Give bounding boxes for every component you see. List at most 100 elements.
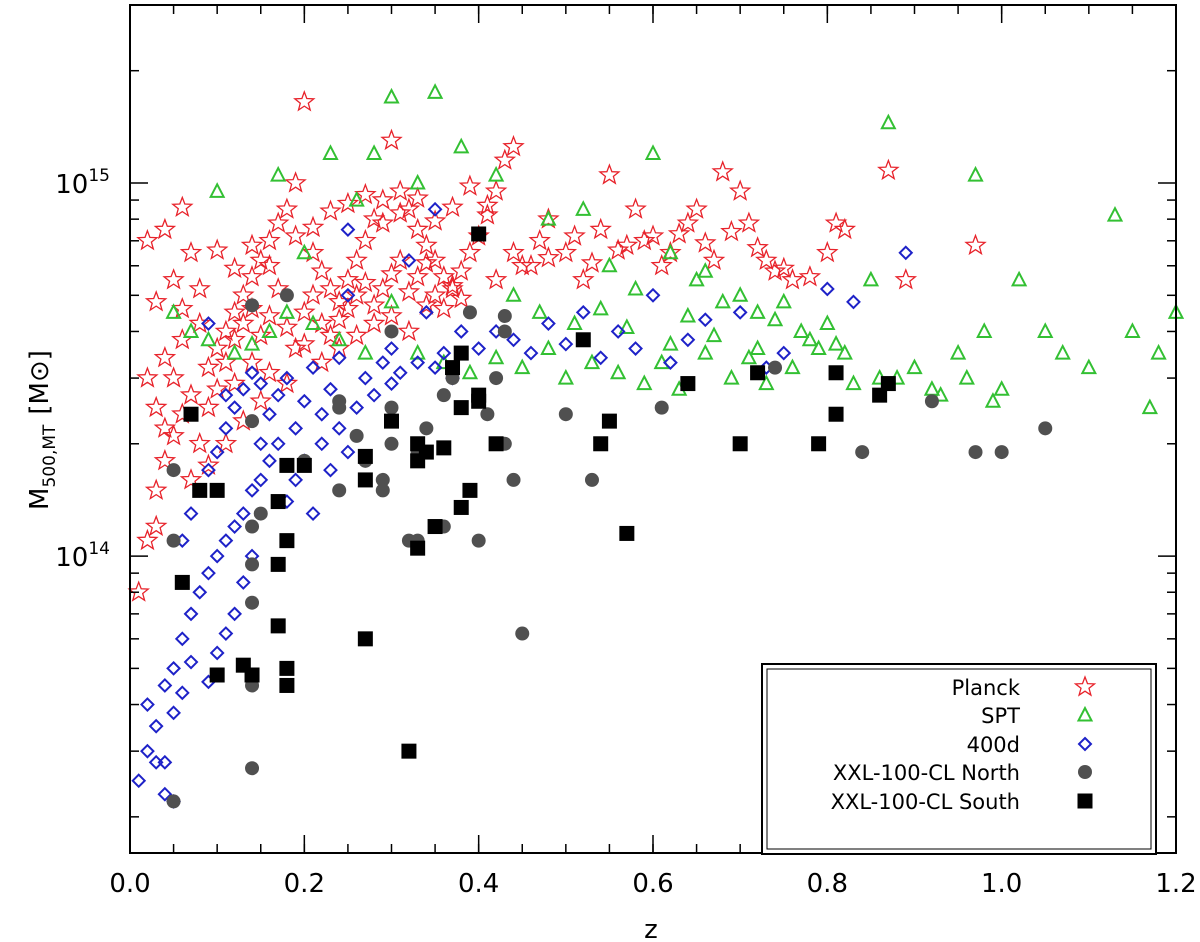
data-point-triangle: [261, 322, 278, 338]
data-point-diamond: [331, 420, 347, 436]
data-point-diamond: [174, 685, 190, 701]
data-point-star: [423, 209, 447, 231]
data-point-star: [293, 300, 316, 323]
data-point-diamond: [314, 436, 330, 452]
data-point-triangle: [1010, 270, 1028, 287]
data-point-star: [502, 134, 525, 157]
data-point-triangle: [766, 310, 784, 327]
data-point-square: [209, 667, 225, 683]
data-point-square: [384, 413, 399, 429]
data-point-square: [357, 472, 373, 488]
data-point-triangle: [566, 314, 583, 331]
data-point-triangle: [836, 343, 853, 360]
data-point-circle: [332, 394, 347, 409]
data-point-triangle: [601, 256, 618, 273]
data-point-circle: [1038, 421, 1053, 436]
data-point-circle: [166, 533, 181, 548]
data-point-star: [397, 280, 421, 302]
data-point-square: [732, 436, 748, 452]
data-point-triangle: [557, 368, 574, 385]
data-point-star: [746, 236, 769, 258]
data-point-square: [401, 743, 417, 759]
data-point-star: [240, 296, 264, 319]
data-point-star: [144, 478, 168, 501]
data-point-diamond: [218, 626, 234, 641]
data-point-triangle: [627, 279, 644, 296]
data-point-triangle: [270, 165, 287, 182]
data-point-square: [601, 413, 617, 429]
legend-marker-circle: [1078, 765, 1092, 779]
data-point-star: [188, 277, 211, 299]
data-point-triangle: [1037, 322, 1054, 338]
data-point-circle: [924, 394, 939, 409]
data-point-triangle: [331, 330, 348, 347]
data-point-triangle: [801, 330, 819, 347]
data-point-star: [415, 293, 438, 315]
data-point-square: [436, 440, 452, 456]
data-point-star: [345, 248, 368, 270]
data-point-square: [270, 556, 286, 572]
data-point-star: [354, 270, 377, 293]
data-point-star: [406, 186, 429, 208]
data-point-star: [249, 389, 273, 411]
data-point-star: [171, 195, 194, 218]
data-point-square: [279, 533, 295, 549]
data-point-square: [445, 360, 461, 376]
data-point-triangle: [636, 374, 653, 391]
y-axis-title-unit-sun: ⊙: [25, 360, 55, 382]
data-point-triangle: [487, 348, 505, 365]
data-point-star: [162, 268, 185, 290]
data-point-triangle: [810, 339, 827, 356]
data-point-star: [136, 228, 159, 251]
data-point-diamond: [846, 294, 861, 310]
data-point-diamond: [227, 400, 243, 416]
data-point-square: [183, 406, 199, 422]
data-point-star: [284, 224, 307, 246]
data-point-star: [354, 228, 377, 251]
data-point-diamond: [331, 350, 347, 366]
data-point-star: [284, 336, 307, 359]
data-point-star: [458, 174, 482, 196]
data-point-diamond: [776, 345, 792, 361]
data-point-diamond: [209, 645, 225, 661]
data-point-diamond: [453, 324, 469, 339]
data-point-triangle: [357, 343, 374, 360]
data-point-diamond: [209, 548, 225, 564]
data-point-star: [554, 240, 578, 263]
data-point-triangle: [862, 270, 880, 287]
data-point-circle: [166, 463, 181, 478]
data-point-diamond: [183, 506, 199, 521]
data-point-circle: [462, 305, 477, 320]
data-point-star: [763, 259, 787, 281]
data-point-square: [209, 482, 225, 498]
data-point-diamond: [166, 660, 181, 676]
data-point-diamond: [157, 678, 173, 693]
x-tick-label: 1.2: [1155, 869, 1196, 899]
data-point-square: [427, 519, 443, 535]
data-point-triangle: [793, 322, 810, 338]
data-point-star: [449, 286, 473, 309]
data-point-triangle: [758, 374, 775, 391]
data-point-square: [270, 618, 286, 634]
data-point-triangle: [226, 343, 243, 360]
data-point-square: [750, 365, 766, 381]
legend-marker-diamond: [1077, 736, 1093, 752]
data-point-triangle: [932, 385, 949, 402]
data-point-triangle: [505, 286, 522, 302]
y-axis-title-unit-close: ]: [25, 350, 55, 360]
data-point-circle: [968, 445, 983, 460]
data-point-triangle: [531, 303, 548, 319]
data-point-diamond: [235, 506, 251, 521]
data-point-star: [458, 240, 482, 263]
data-point-triangle: [784, 358, 801, 375]
data-point-diamond: [436, 345, 452, 361]
data-point-diamond: [340, 222, 356, 238]
data-point-triangle: [209, 182, 226, 198]
data-point-square: [279, 660, 295, 676]
data-point-star: [336, 268, 360, 290]
data-point-star: [179, 468, 203, 490]
data-point-triangle: [976, 322, 993, 338]
data-point-diamond: [279, 370, 295, 386]
data-point-square: [453, 400, 469, 416]
data-point-triangle: [845, 374, 862, 391]
